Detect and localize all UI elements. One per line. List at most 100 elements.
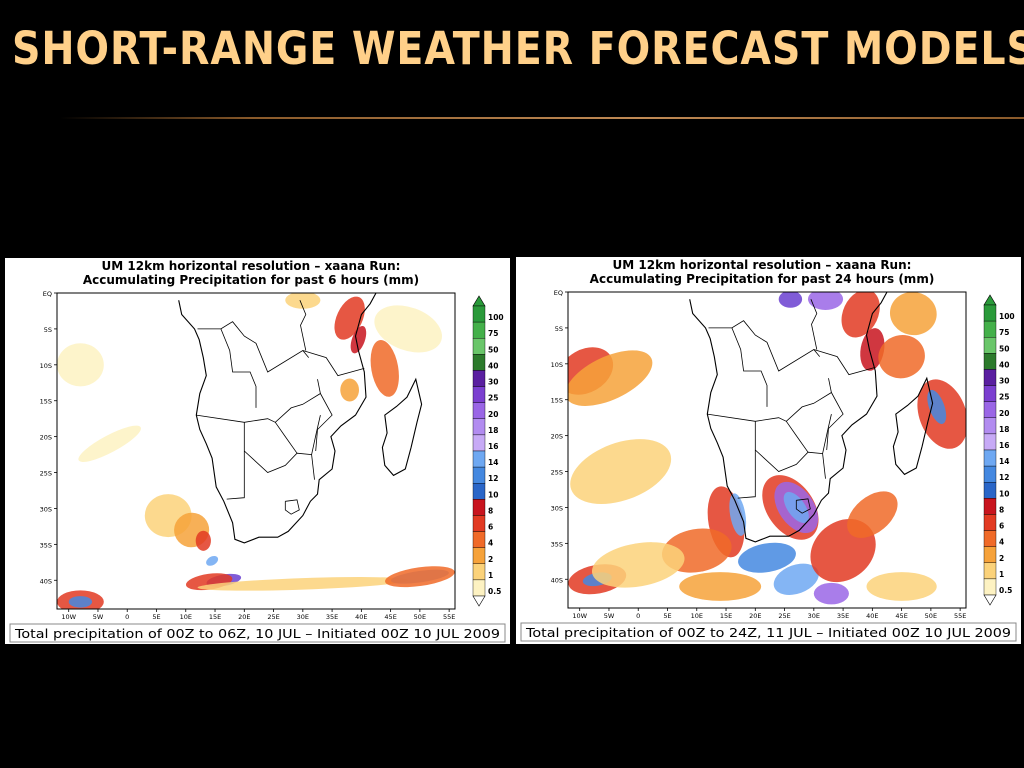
colorbar-swatch [983, 449, 997, 467]
colorbar-label: 2 [488, 555, 493, 564]
colorbar-label: 40 [999, 360, 1009, 369]
colorbar-top-arrow [472, 295, 486, 307]
lon-tick-label: 10W [61, 613, 76, 621]
lat-tick-label: 30S [551, 504, 563, 512]
colorbar-label: 14 [999, 457, 1009, 466]
precip-cell [285, 293, 321, 309]
colorbar-label: 20 [488, 410, 498, 419]
colorbar-label: 16 [488, 442, 498, 451]
map-caption: Total precipitation of 00Z to 24Z, 11 JU… [525, 625, 1011, 640]
precip-cell [813, 582, 849, 605]
colorbar-swatch [472, 354, 486, 371]
colorbar-bottom-arrow [983, 594, 997, 606]
colorbar-label: 12 [999, 473, 1009, 482]
country-border [284, 499, 300, 515]
madagascar-coastline [381, 377, 423, 477]
country-border [810, 299, 818, 350]
precip-cell [738, 542, 796, 573]
lon-tick-label: 10E [691, 612, 703, 620]
precipitation-field [568, 292, 966, 608]
precip-cell [860, 328, 885, 371]
precip-cell [197, 577, 409, 591]
colorbar-swatch [472, 305, 486, 323]
colorbar-swatch [472, 321, 486, 339]
lon-tick-label: 40E [355, 613, 367, 621]
colorbar-swatch [983, 417, 997, 435]
colorbar-swatch [983, 514, 997, 531]
precip-cell [773, 563, 819, 595]
colorbar-swatch [983, 498, 997, 515]
lat-tick-label: 15S [551, 397, 563, 405]
colorbar-swatch [472, 338, 486, 355]
precipitation-field [57, 293, 455, 609]
country-border [813, 349, 876, 376]
precip-cell [889, 292, 937, 336]
colorbar-swatch [983, 337, 997, 354]
colorbar-swatch [472, 563, 486, 581]
country-border [826, 392, 844, 451]
country-border [315, 393, 333, 452]
colorbar-label: 0.5 [488, 587, 501, 596]
lon-tick-label: 15E [720, 612, 732, 620]
colorbar-swatch [983, 465, 997, 483]
colorbar-swatch [983, 546, 997, 563]
lat-tick-label: 10S [40, 362, 52, 370]
lon-tick-label: 5E [663, 612, 671, 620]
colorbar-label: 25 [488, 394, 498, 403]
colorbar-label: 1 [488, 571, 493, 580]
country-border [755, 449, 826, 479]
colorbar-swatch [983, 385, 997, 402]
title-divider [60, 117, 1024, 119]
precip-map-24h: UM 12km horizontal resolution – xaana Ru… [516, 257, 1021, 644]
precip-cell [729, 493, 747, 536]
lat-tick-label: 35S [551, 540, 563, 548]
map-caption: Total precipitation of 00Z to 06Z, 10 JU… [14, 626, 500, 641]
country-border [795, 498, 811, 514]
lat-tick-label: 5S [44, 326, 52, 334]
colorbar-label: 6 [488, 523, 493, 532]
lon-tick-label: 15E [209, 613, 221, 621]
colorbar-label: 100 [488, 313, 504, 322]
colorbar-label: 100 [999, 312, 1015, 321]
lon-tick-label: 30E [297, 613, 309, 621]
map-title-line1: UM 12km horizontal resolution – xaana Ru… [102, 259, 401, 273]
country-border [244, 450, 315, 480]
lon-tick-label: 55E [443, 613, 455, 621]
colorbar-swatch [472, 579, 486, 597]
country-border [220, 328, 257, 408]
lat-tick-label: 20S [551, 433, 563, 441]
precip-cell [195, 530, 211, 551]
colorbar-label: 10 [488, 490, 498, 499]
precip-cell [807, 292, 844, 310]
lat-tick-label: 30S [40, 505, 52, 513]
precip-map-6h: UM 12km horizontal resolution – xaana Ru… [5, 258, 510, 644]
colorbar-label: 4 [488, 539, 493, 548]
lon-tick-label: 35E [326, 613, 338, 621]
colorbar-label: 10 [999, 489, 1009, 498]
colorbar-label: 50 [999, 344, 1009, 353]
lon-tick-label: 0 [125, 613, 129, 621]
country-border [274, 422, 298, 454]
lon-tick-label: 45E [384, 613, 396, 621]
colorbar-label: 4 [999, 538, 1004, 547]
precip-cell [57, 343, 104, 387]
precip-cell [847, 491, 898, 538]
colorbar-swatch [983, 530, 997, 547]
lat-tick-label: EQ [43, 290, 52, 298]
country-border [707, 378, 832, 422]
precip-cell [370, 340, 399, 397]
precip-cell [374, 305, 442, 353]
map-figure: UM 12km horizontal resolution – xaana Ru… [520, 258, 1017, 642]
lon-tick-label: 50E [414, 613, 426, 621]
africa-coastline [178, 293, 377, 544]
colorbar-swatch [983, 304, 997, 322]
colorbar-swatch [472, 434, 486, 452]
colorbar-swatch [472, 483, 486, 500]
lon-tick-label: 25E [778, 612, 790, 620]
lon-tick-label: 55E [954, 612, 966, 620]
lon-tick-label: 50E [925, 612, 937, 620]
precip-cell [866, 572, 937, 601]
lat-tick-label: 25S [40, 470, 52, 478]
country-border [785, 421, 809, 453]
precip-cell [778, 292, 803, 308]
